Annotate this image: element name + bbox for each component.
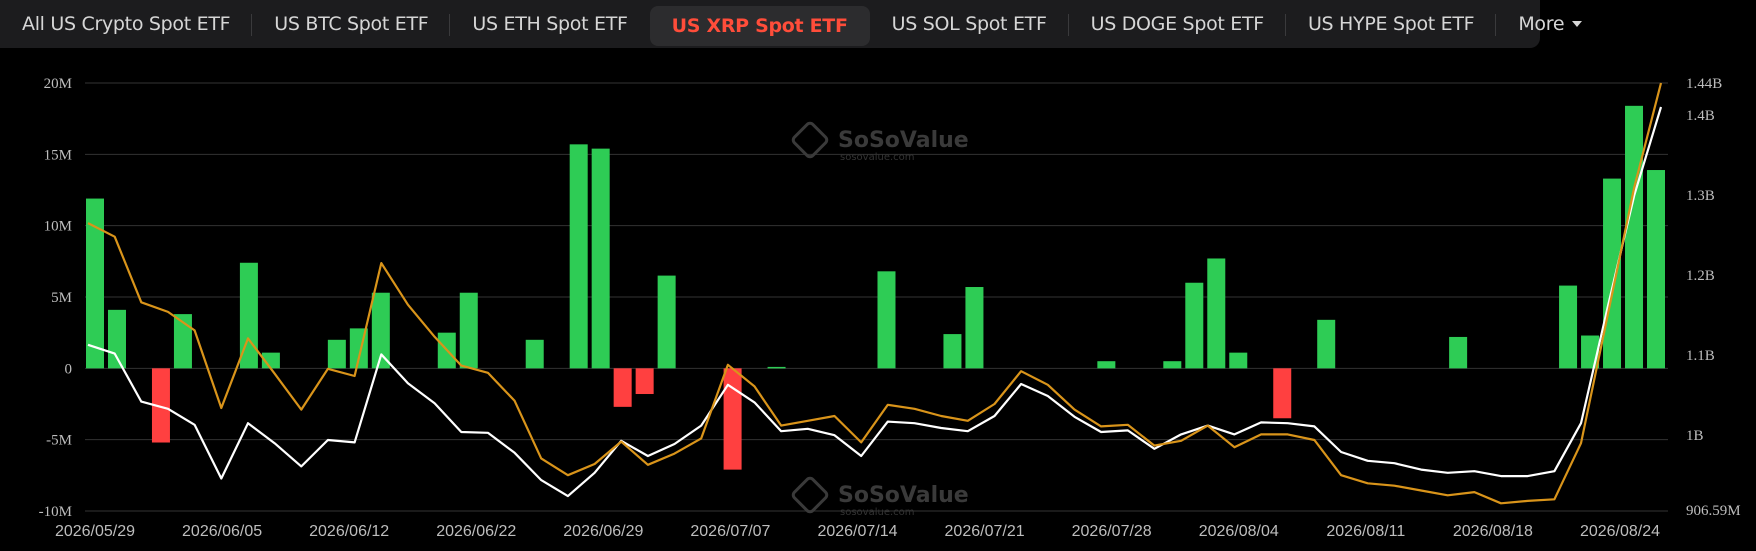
etf-tab-bar: All US Crypto Spot ETF US BTC Spot ETF U… [0, 0, 1583, 48]
watermark-site: sosovalue.com [840, 152, 915, 163]
more-label: More [1518, 13, 1565, 35]
inflow-bar [1229, 352, 1248, 369]
inflow-bar [1207, 258, 1226, 369]
tab-us-hype-spot-etf[interactable]: US HYPE Spot ETF [1286, 2, 1497, 46]
inflow-bar [943, 334, 962, 369]
more-dropdown[interactable]: More [1496, 2, 1604, 46]
x-tick-label: 2026/08/04 [1199, 523, 1279, 540]
inflow-bar [1625, 105, 1644, 369]
white-series-line [87, 106, 1663, 498]
inflow-bar [877, 271, 896, 369]
x-tick-label: 2026/08/18 [1453, 523, 1533, 540]
x-tick-label: 2026/06/29 [563, 523, 643, 540]
tab-all-us-crypto-spot-etf[interactable]: All US Crypto Spot ETF [0, 2, 253, 46]
tab-us-eth-spot-etf[interactable]: US ETH Spot ETF [450, 2, 649, 46]
inflow-bar [327, 339, 346, 369]
tab-label: US ETH Spot ETF [472, 13, 628, 35]
inflow-bar [1185, 282, 1204, 369]
orange-series-line [87, 82, 1663, 505]
inflow-bar [1603, 178, 1622, 369]
inflow-bar [591, 148, 610, 369]
inflow-bar [1317, 319, 1336, 369]
inflow-bar [965, 287, 984, 369]
tab-label: All US Crypto Spot ETF [22, 13, 231, 35]
etf-flow-chart: 20M 15M 10M 5M 0 -5M -10M 1.44B 1.4B 1.3B 1.2B 1.1B… [39, 76, 1741, 540]
right-tick-label: 1.3B [1686, 188, 1715, 204]
watermark-site: sosovalue.com [840, 507, 915, 518]
outflow-bar [635, 368, 654, 395]
x-tick-label: 2026/08/24 [1580, 523, 1660, 540]
tab-label: US SOL Spot ETF [891, 13, 1047, 35]
inflow-bar [1647, 170, 1665, 369]
right-tick-label: 1.4B [1686, 108, 1715, 124]
x-tick-label: 2026/07/07 [690, 523, 770, 540]
inflow-bar [1163, 361, 1182, 369]
tab-label: US HYPE Spot ETF [1307, 13, 1475, 35]
tab-label: US XRP Spot ETF [671, 15, 848, 37]
x-tick-label: 2026/06/12 [309, 523, 389, 540]
tab-label: US BTC Spot ETF [274, 13, 429, 35]
watermark-brand: SoSoValue [838, 128, 969, 153]
outflow-bar [723, 368, 742, 470]
x-tick-label: 2026/08/11 [1326, 523, 1405, 540]
right-tick-label: 1B [1686, 428, 1704, 444]
tab-label: US DOGE Spot ETF [1090, 13, 1265, 35]
left-tick-label: 15M [44, 147, 72, 163]
right-tick-label: 906.59M [1686, 503, 1741, 519]
outflow-bar [1273, 368, 1292, 419]
inflow-bar [569, 144, 588, 369]
x-tick-label: 2026/06/22 [436, 523, 516, 540]
inflow-bar [86, 198, 104, 369]
outflow-bar [613, 368, 632, 407]
inflow-bar [525, 339, 544, 369]
x-tick-label: 2026/05/29 [55, 523, 135, 540]
tab-us-btc-spot-etf[interactable]: US BTC Spot ETF [252, 2, 451, 46]
x-tick-label: 2026/07/14 [817, 523, 897, 540]
inflow-bar [1097, 361, 1116, 369]
tab-us-doge-spot-etf[interactable]: US DOGE Spot ETF [1069, 2, 1287, 46]
right-tick-label: 1.44B [1686, 76, 1722, 92]
watermark-logo-icon [791, 476, 829, 514]
chevron-down-icon [1572, 21, 1583, 27]
left-tick-label: 5M [51, 290, 72, 306]
tab-us-sol-spot-etf[interactable]: US SOL Spot ETF [870, 2, 1069, 46]
inflow-bar [173, 314, 192, 369]
left-tick-label: -10M [39, 504, 72, 520]
tab-us-xrp-spot-etf[interactable]: US XRP Spot ETF [649, 6, 870, 46]
inflow-bar [657, 275, 676, 369]
inflow-bar [371, 292, 390, 369]
inflow-bar [767, 366, 786, 369]
left-tick-label: 20M [44, 76, 72, 92]
right-tick-label: 1.1B [1686, 348, 1715, 364]
inflow-bar [1559, 285, 1578, 369]
right-tick-label: 1.2B [1686, 268, 1715, 284]
inflow-bar [459, 292, 478, 369]
x-tick-label: 2026/07/28 [1072, 523, 1152, 540]
inflow-bar [239, 262, 258, 369]
left-tick-label: 0 [65, 361, 73, 377]
outflow-bar [151, 368, 170, 443]
x-tick-label: 2026/07/21 [945, 523, 1025, 540]
left-tick-label: 10M [44, 219, 72, 235]
left-tick-label: -5M [46, 433, 72, 449]
watermark-brand: SoSoValue [838, 483, 969, 508]
watermark-logo-icon [791, 121, 829, 159]
inflow-bar [1449, 336, 1468, 369]
x-tick-label: 2026/06/05 [182, 523, 262, 540]
